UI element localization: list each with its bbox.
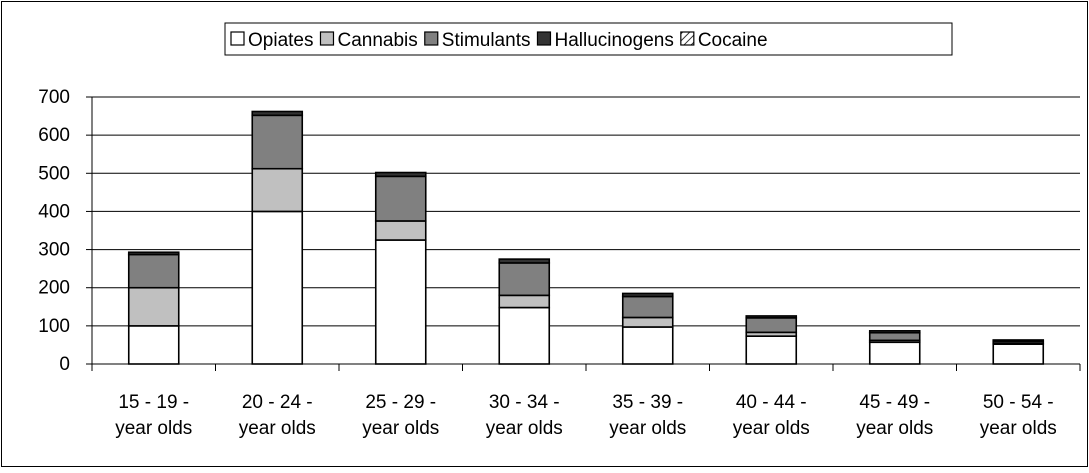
legend-label-hallucinogens: Hallucinogens (554, 30, 673, 51)
legend-swatch-stimulants (424, 31, 439, 46)
legend-swatch-opiates (230, 31, 245, 46)
bar-segment-opiates (498, 306, 551, 365)
legend-label-opiates: Opiates (248, 30, 313, 51)
bar-segment-stimulants (621, 295, 674, 319)
legend-swatch-hallucinogens (536, 31, 552, 46)
legend-swatch-cannabis (319, 31, 335, 46)
bar-segment-hallucinogens (127, 251, 180, 256)
legend: Opiates Cannabis Stimulants Hallucinogens Co… (224, 22, 953, 56)
bar-segment-hallucinogens (498, 258, 551, 264)
bar-segment-opiates (868, 341, 921, 365)
bar-segment-hallucinogens (745, 315, 798, 319)
bar-segment-hallucinogens (251, 110, 304, 117)
bar-segment-stimulants (868, 331, 921, 342)
bar-segment-hallucinogens (992, 339, 1045, 342)
axes (86, 96, 1081, 371)
x-tick-label: 15 - 19 -year olds (115, 392, 192, 439)
bar-segment-cannabis (374, 220, 427, 241)
bar-segment-stimulants (745, 317, 798, 334)
bars (127, 110, 1045, 365)
y-tick-label: 700 (38, 87, 70, 108)
bar-segment-stimulants (374, 175, 427, 222)
bar-segment-hallucinogens (621, 292, 674, 298)
bar-segment-opiates (374, 239, 427, 365)
y-tick-label: 600 (38, 125, 70, 146)
bar-segment-cannabis (621, 316, 674, 328)
x-tick-labels: 15 - 19 -year olds 20 - 24 -year olds 25 -… (115, 392, 1057, 439)
legend-label-cocaine: Cocaine (698, 30, 768, 51)
legend-box (224, 22, 953, 56)
y-tick-label: 100 (38, 316, 70, 337)
bar-segment-stimulants (127, 253, 180, 289)
x-tick-label: 30 - 34 -year olds (486, 392, 563, 439)
y-tick-labels: 0 100 200 300 400 500 600 700 (38, 87, 70, 375)
bar-segment-cannabis (251, 167, 304, 213)
y-tick-label: 400 (38, 201, 70, 222)
x-tick-label: 45 - 49 -year olds (856, 392, 933, 439)
x-tick-label: 20 - 24 -year olds (239, 392, 316, 439)
x-tick-label: 25 - 29 -year olds (362, 392, 439, 439)
bar-segment-stimulants (251, 114, 304, 170)
bar-segment-opiates (745, 335, 798, 365)
x-tick-label: 40 - 44 -year olds (733, 392, 810, 439)
legend-label-cannabis: Cannabis (337, 30, 417, 51)
x-tick-label: 35 - 39 -year olds (609, 392, 686, 439)
bar-segment-cannabis (127, 286, 180, 327)
bar-segment-opiates (992, 343, 1045, 365)
y-tick-label: 0 (59, 354, 70, 375)
y-tick-label: 500 (38, 163, 70, 184)
legend-swatch-cocaine (680, 31, 695, 46)
bar-segment-hallucinogens (868, 330, 921, 334)
legend-label-stimulants: Stimulants (442, 30, 531, 51)
bar-segment-stimulants (498, 262, 551, 297)
bar-segment-hallucinogens (374, 171, 427, 178)
bar-segment-opiates (127, 325, 180, 365)
bar-segment-opiates (251, 210, 304, 365)
y-tick-label: 200 (38, 278, 70, 299)
bar-segment-opiates (621, 326, 674, 365)
bar-segment-cannabis (498, 294, 551, 309)
x-tick-label: 50 - 54 -year olds (980, 392, 1057, 439)
y-tick-label: 300 (38, 240, 70, 261)
